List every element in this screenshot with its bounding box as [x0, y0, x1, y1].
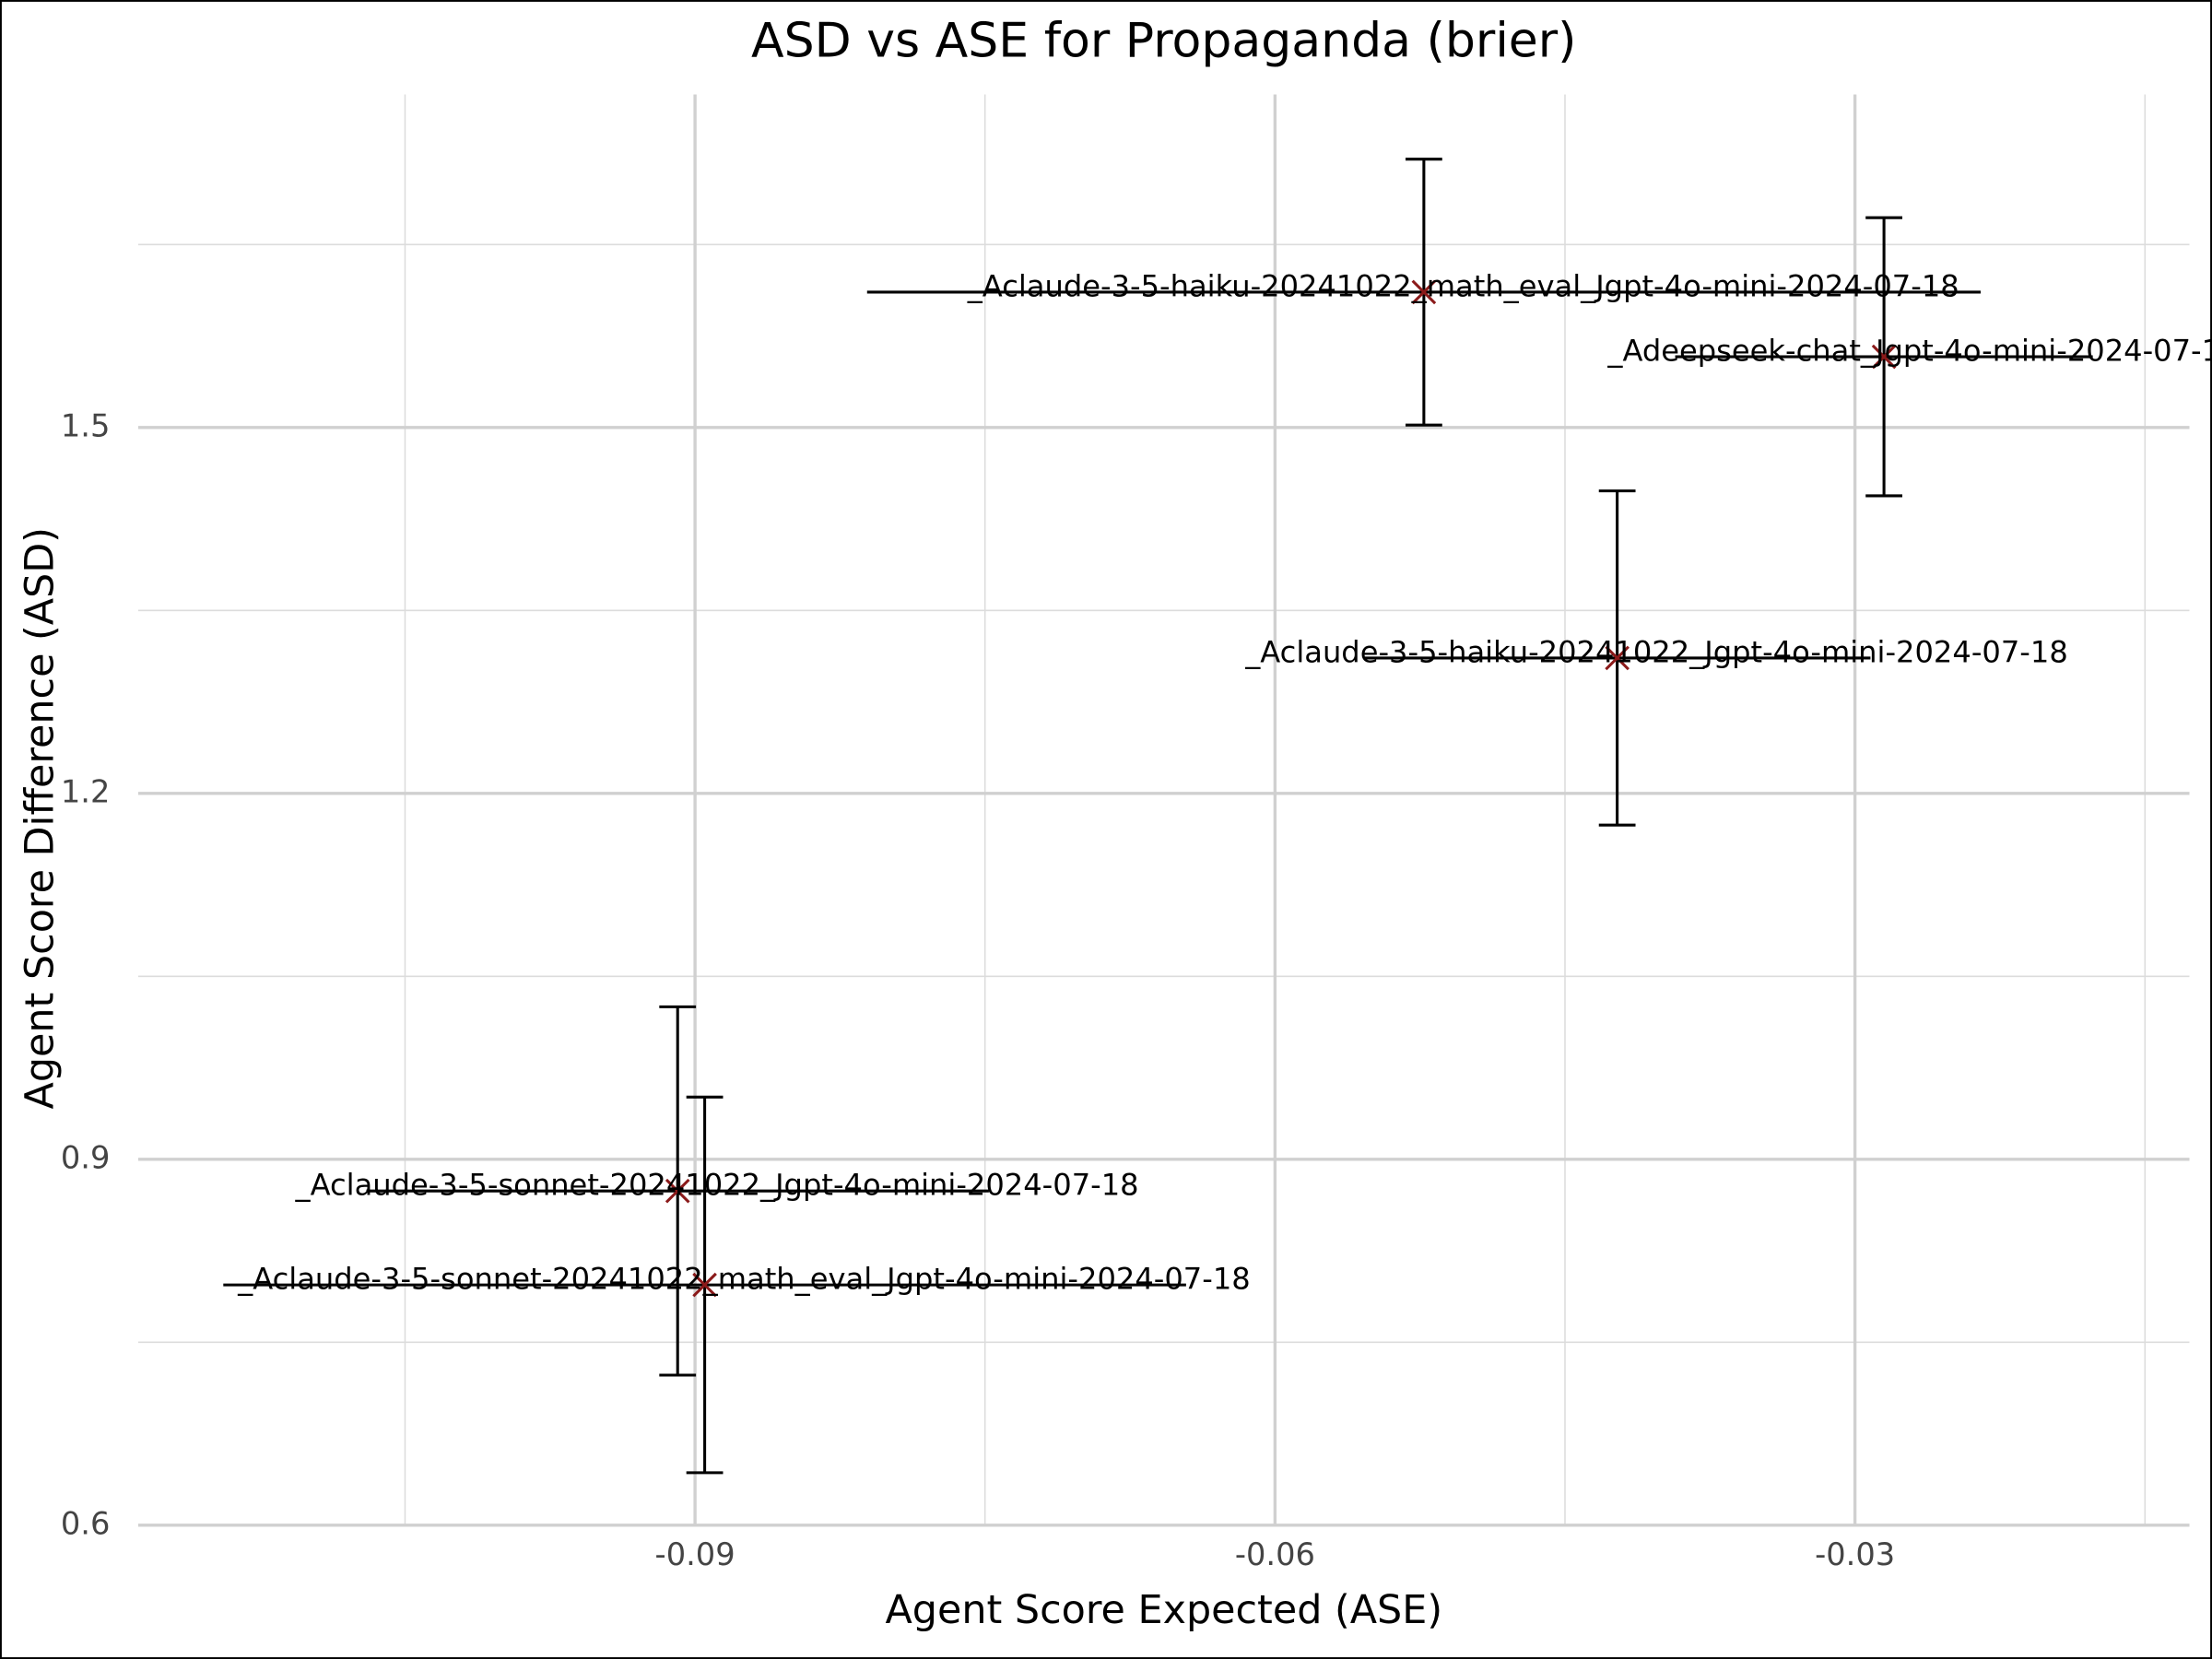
x-tick-label: -0.06	[1235, 1536, 1315, 1572]
x-axis-label: Agent Score Expected (ASE)	[885, 1587, 1442, 1633]
point-label: _Aclaude-3-5-sonnet-20241022_math_eval_J…	[237, 1262, 1251, 1297]
marker	[1605, 645, 1630, 671]
y-tick-label: 1.5	[61, 407, 111, 443]
point-label: _Aclaude-3-5-haiku-20241022_math_eval_Jg…	[967, 268, 1959, 303]
x-tick-label: -0.09	[655, 1536, 735, 1572]
y-axis-label: Agent Score Difference (ASD)	[17, 527, 63, 1109]
point-label: _Aclaude-3-5-haiku-20241022_Jgpt-4o-mini…	[1244, 634, 2068, 669]
marker	[665, 1178, 690, 1204]
point-label: _Adeepseek-chat_Jgpt-4o-mini-2024-07-18	[1606, 333, 2212, 368]
y-tick-label: 1.2	[61, 773, 111, 809]
y-tick-label: 0.9	[61, 1139, 111, 1175]
y-tick-label: 0.6	[61, 1505, 111, 1541]
marker	[692, 1272, 717, 1298]
x-tick-label: -0.03	[1815, 1536, 1895, 1572]
marker	[1871, 344, 1897, 370]
marker	[1411, 279, 1437, 305]
chart-title: ASD vs ASE for Propaganda (brier)	[751, 13, 1576, 68]
point-label: _Aclaude-3-5-sonnet-20241022_Jgpt-4o-min…	[295, 1168, 1139, 1203]
